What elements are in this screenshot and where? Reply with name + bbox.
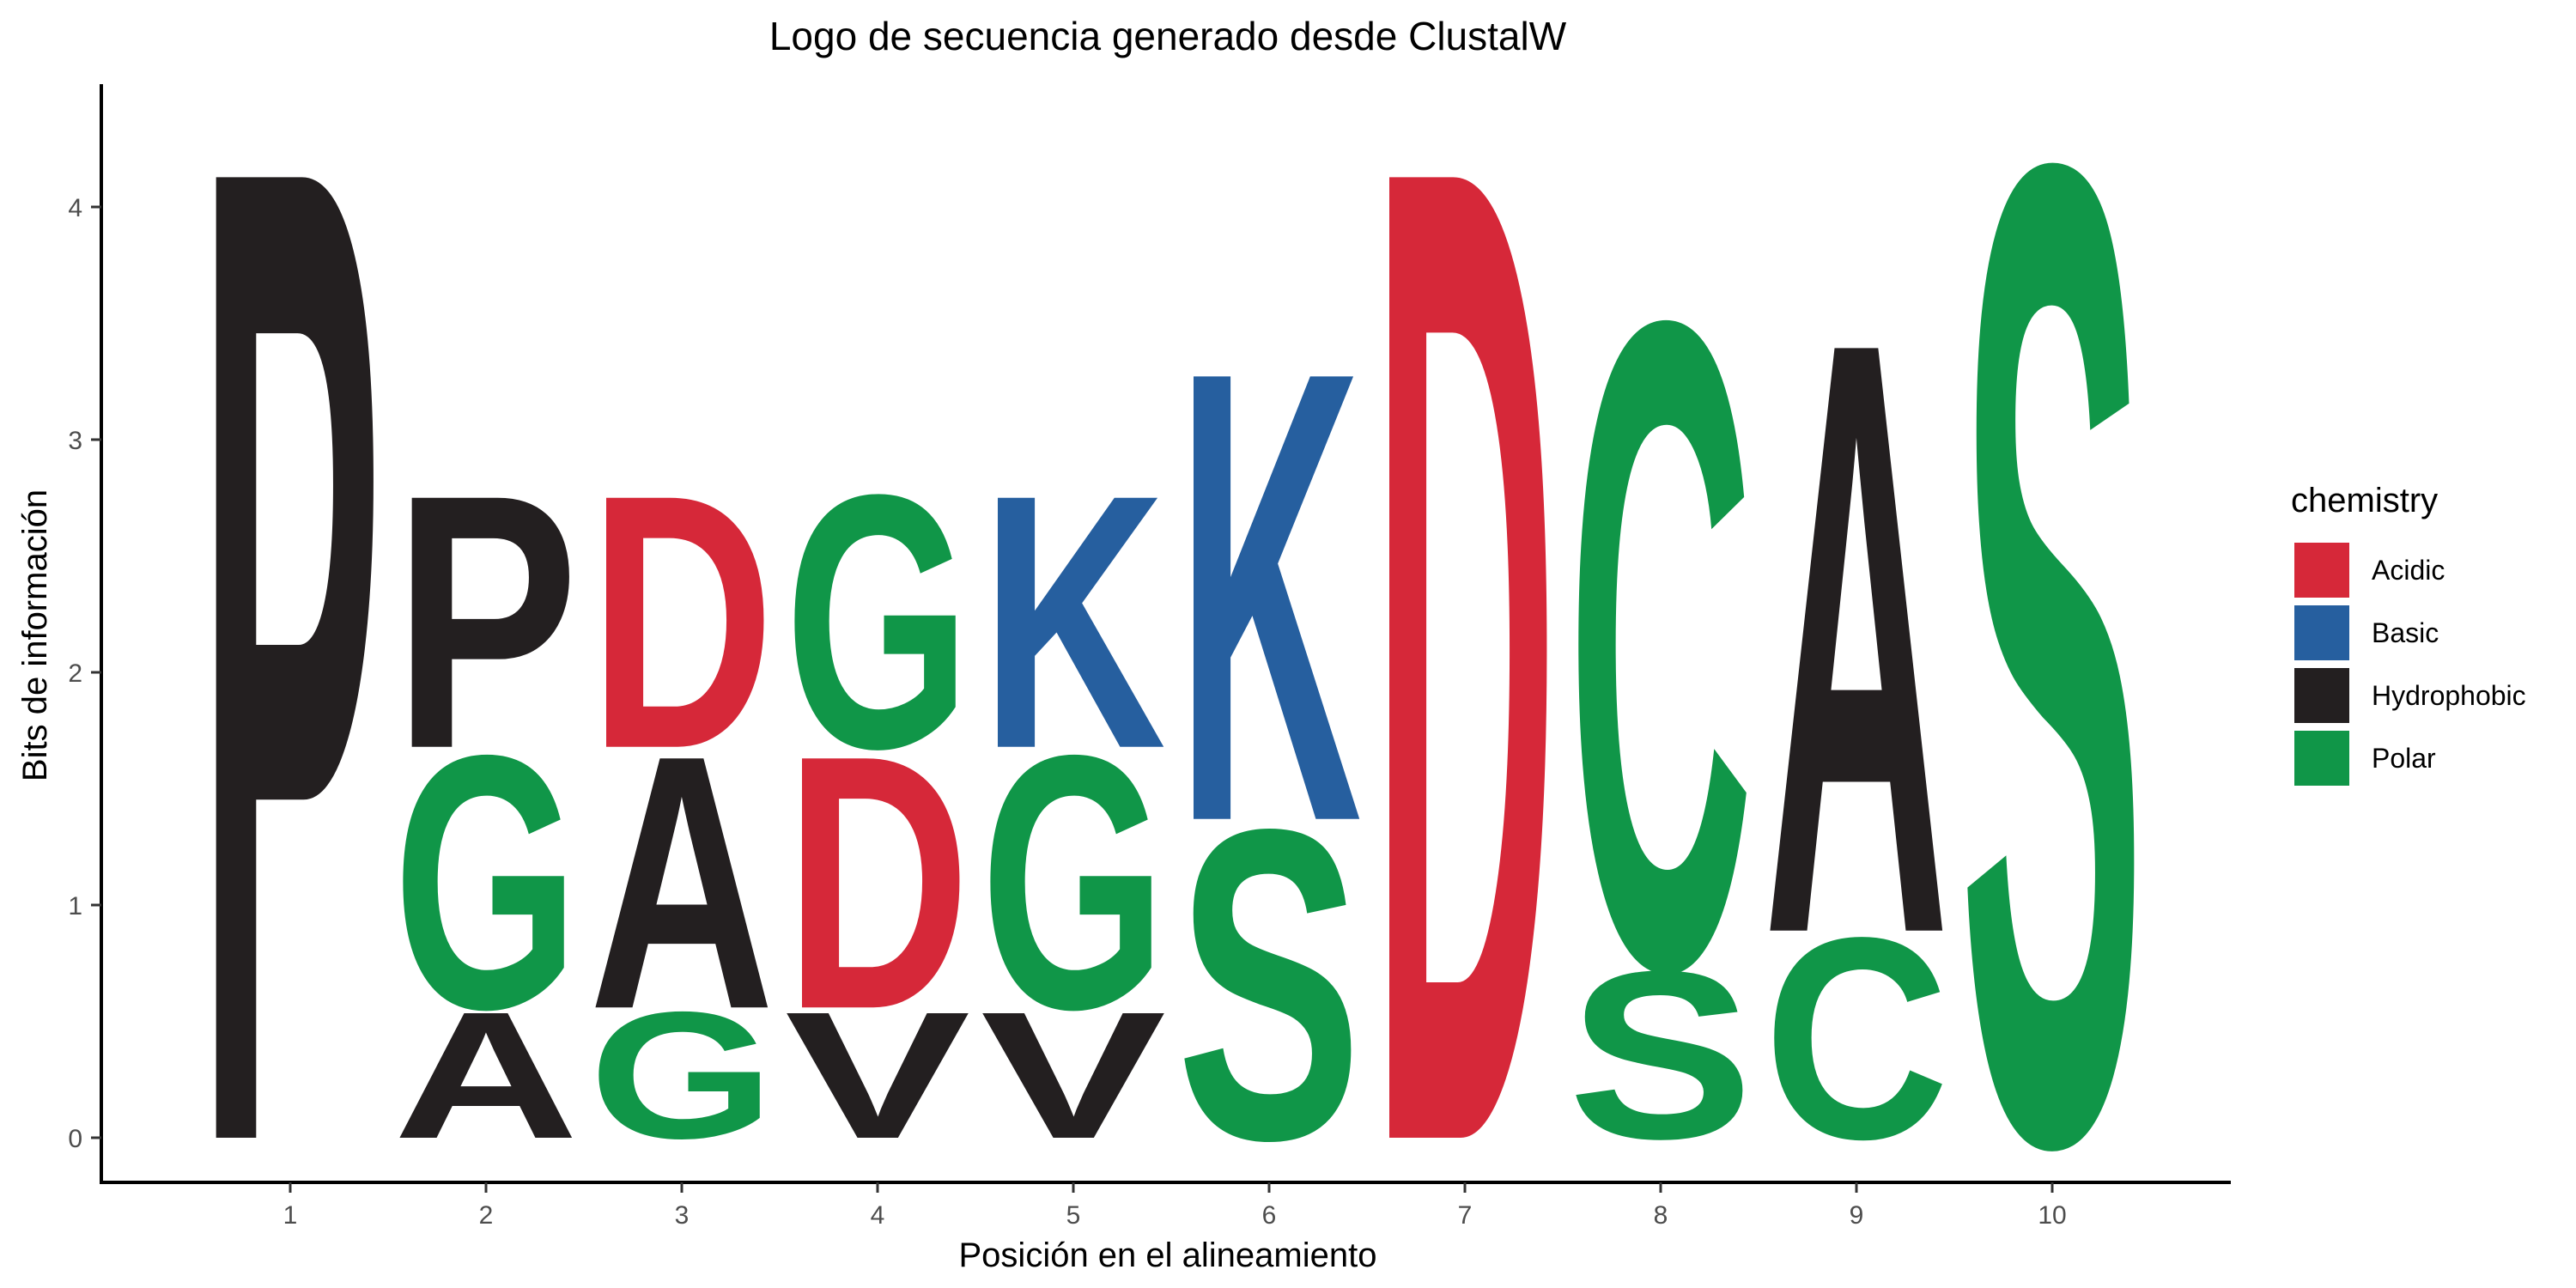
legend-entries: Acidic Basic Hydrophobic Polar: [2294, 543, 2526, 786]
logo-letter-glyph: D: [785, 681, 970, 1085]
logo-letter-g-pos-3: G: [589, 975, 775, 1176]
logo-letter-glyph: K: [1176, 237, 1362, 956]
legend-title: chemistry: [2291, 482, 2438, 519]
logo-letter-g-pos-5: G: [981, 680, 1166, 1084]
logo-letter-s-pos-8: S: [1568, 922, 1753, 1189]
logo-letter-glyph: G: [393, 680, 579, 1084]
logo-letter-a-pos-3: A: [589, 681, 775, 1085]
logo-letter-glyph: G: [981, 680, 1166, 1084]
x-tick-label: 10: [2038, 1201, 2066, 1230]
logo-letter-glyph: P: [197, 0, 383, 1288]
logo-letter-glyph: P: [393, 419, 579, 823]
x-tick-label: 9: [1850, 1201, 1864, 1230]
logo-letter-k-pos-6: K: [1176, 237, 1362, 956]
logo-letter-d-pos-7: D: [1372, 0, 1558, 1288]
x-axis-label: Posición en el alineamiento: [959, 1236, 1377, 1274]
x-tick-label: 6: [1262, 1201, 1277, 1230]
legend-label-basic: Basic: [2372, 617, 2439, 648]
logo-letter-g-pos-2: G: [393, 680, 579, 1084]
logo-letter-c-pos-9: C: [1764, 878, 1949, 1199]
legend-swatch-basic: [2294, 605, 2349, 660]
logo-letter-glyph: C: [1568, 131, 1753, 1163]
y-tick-label: 0: [68, 1125, 82, 1153]
logo-letter-glyph: S: [1959, 0, 2145, 1288]
legend-swatch-acidic: [2294, 543, 2349, 598]
logo-letter-glyph: G: [785, 419, 970, 823]
logo-letter-glyph: D: [1372, 0, 1558, 1288]
logo-letter-g-pos-4: G: [785, 419, 970, 823]
legend-label-acidic: Acidic: [2372, 555, 2445, 586]
y-tick-label: 1: [68, 892, 82, 920]
logo-letter-v-pos-4: V: [785, 974, 972, 1176]
y-axis-label: Bits de información: [16, 489, 54, 781]
logo-letter-glyph: A: [589, 681, 775, 1085]
legend-label-polar: Polar: [2372, 743, 2436, 774]
y-axis-ticks: 0 1 2 3 4: [68, 194, 101, 1153]
x-tick-label: 5: [1066, 1201, 1081, 1230]
chart-title: Logo de secuencia generado desde Clustal…: [769, 14, 1567, 58]
logo-letter-glyph: A: [393, 974, 579, 1176]
logo-letter-p-pos-2: P: [393, 419, 579, 823]
x-tick-label: 1: [283, 1201, 298, 1230]
logo-letter-k-pos-5: K: [981, 420, 1166, 824]
legend-swatch-polar: [2294, 731, 2349, 786]
x-tick-label: 7: [1458, 1201, 1473, 1230]
legend: chemistry Acidic Basic Hydrophobic Polar: [2291, 482, 2526, 786]
logo-letter-glyph: D: [589, 420, 775, 824]
x-tick-label: 2: [479, 1201, 494, 1230]
legend-swatch-hydrophobic: [2294, 668, 2349, 723]
logo-letter-p-pos-1: P: [197, 0, 383, 1288]
logo-letter-glyph: V: [785, 974, 972, 1176]
logo-letter-s-pos-10: S: [1959, 0, 2145, 1288]
logo-letter-glyph: A: [1764, 165, 1949, 1111]
y-tick-label: 2: [68, 659, 82, 688]
logo-letter-glyph: S: [1568, 922, 1753, 1189]
logo-letter-d-pos-3: D: [589, 420, 775, 824]
legend-label-hydrophobic: Hydrophobic: [2372, 680, 2526, 711]
logo-letter-a-pos-9: A: [1764, 165, 1949, 1111]
x-axis-ticks: 1 2 3 4 5 6 7 8 9 10: [283, 1182, 2067, 1230]
logo-letter-glyph: V: [981, 974, 1168, 1176]
logo-letter-glyph: C: [1764, 878, 1949, 1199]
x-tick-label: 8: [1654, 1201, 1668, 1230]
y-tick-label: 3: [68, 427, 82, 455]
x-tick-label: 3: [675, 1201, 690, 1230]
logo-letter-a-pos-2: A: [393, 974, 579, 1176]
logo-letter-glyph: G: [589, 975, 775, 1176]
logo-letter-glyph: S: [1176, 738, 1362, 1232]
y-tick-label: 4: [68, 194, 82, 222]
logo-letter-c-pos-8: C: [1568, 131, 1753, 1163]
logo-letter-s-pos-6: S: [1176, 738, 1362, 1232]
x-tick-label: 4: [871, 1201, 885, 1230]
logo-letter-glyph: K: [981, 420, 1166, 824]
logo-letter-v-pos-5: V: [981, 974, 1168, 1176]
logo-letter-d-pos-4: D: [785, 681, 970, 1085]
